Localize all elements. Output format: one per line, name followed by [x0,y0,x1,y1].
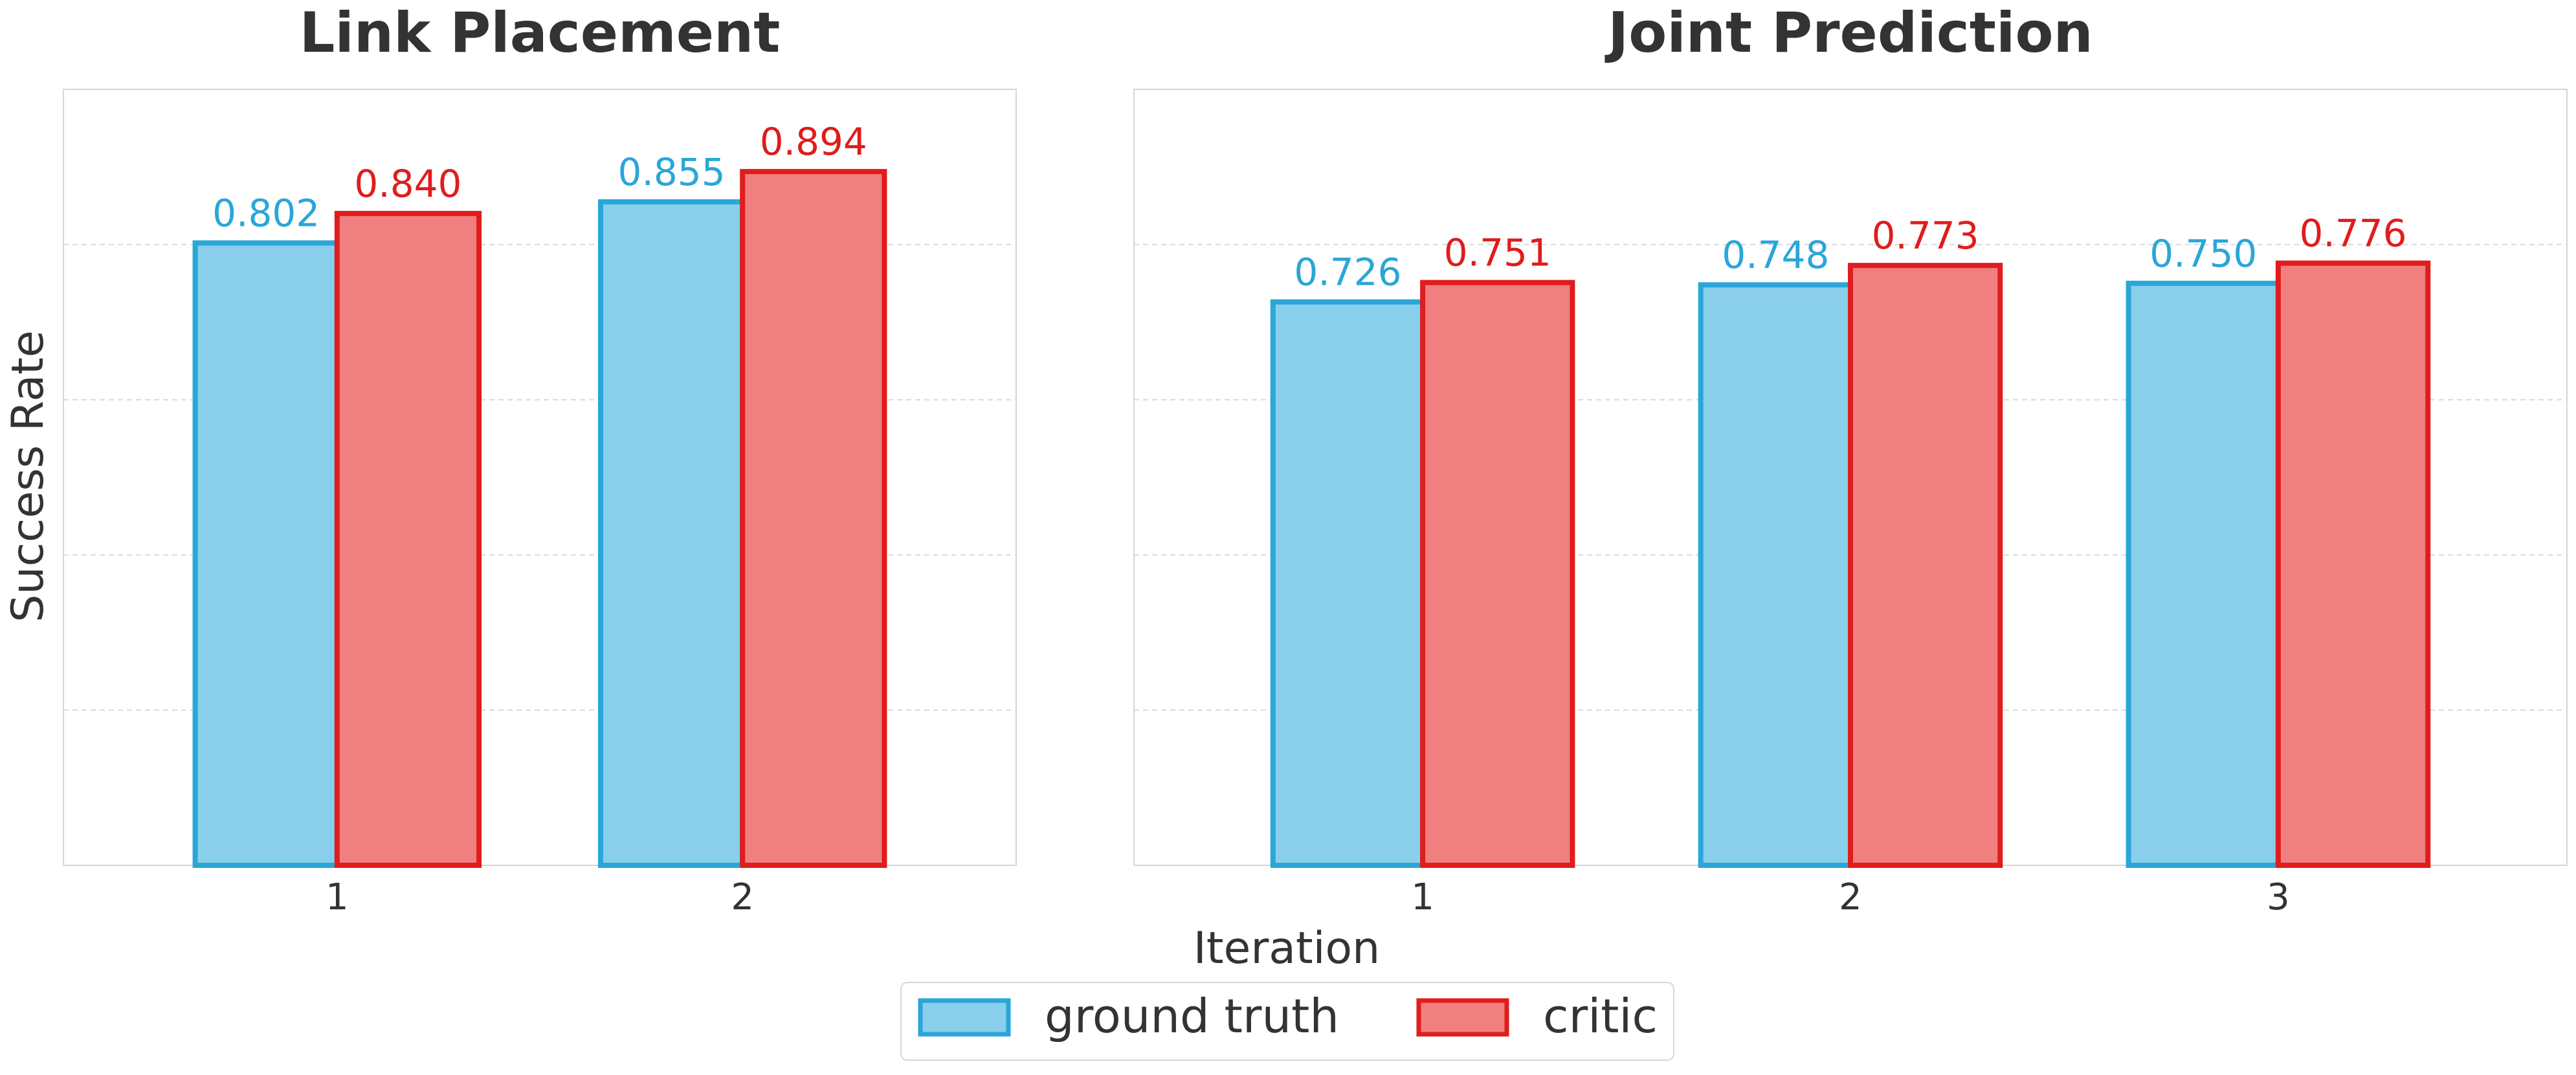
bar-critic-iter-3 [2275,260,2431,868]
data-label-ground-truth-iter-2: 0.748 [1722,233,1829,277]
x-axis-label: Iteration [1194,923,1380,974]
chart-panel-joint-prediction: Joint Prediction 0.726 0.751 1 0.748 0.773 2 0.… [1133,1,2568,918]
data-label-ground-truth-iter-2: 0.855 [618,150,726,194]
x-tick-label: 2 [1839,876,1862,918]
data-label-critic-iter-2: 0.773 [1872,214,1979,258]
x-tick-label: 1 [1411,876,1434,918]
data-label-critic-iter-1: 0.751 [1444,231,1551,275]
legend-label-critic: critic [1543,989,1658,1043]
bar-critic-iter-2 [1848,263,2003,869]
legend: ground truth critic [900,982,1674,1061]
chart-title: Link Placement [300,1,781,65]
bar-critic-iter-1 [334,210,482,868]
data-label-critic-iter-1: 0.840 [354,162,461,206]
bar-ground-truth-iter-3 [2126,280,2281,868]
legend-swatch-ground-truth [918,998,1011,1037]
data-label-critic-iter-2: 0.894 [760,120,867,164]
bar-critic-iter-2 [740,169,887,868]
chart-panel-link-placement: Link Placement 0.802 0.840 1 0.855 0.894 2 [63,1,1017,918]
legend-label-ground-truth: ground truth [1045,989,1339,1043]
data-label-ground-truth-iter-3: 0.750 [2149,232,2257,276]
x-tick-label: 3 [2267,876,2290,918]
bar-ground-truth-iter-2 [1698,282,1853,868]
bar-critic-iter-1 [1420,280,1575,868]
chart-title: Joint Prediction [1604,1,2093,65]
bar-ground-truth-iter-1 [192,240,340,869]
data-label-ground-truth-iter-1: 0.802 [212,191,320,235]
y-axis-label: Success Rate [3,330,54,622]
x-tick-label: 1 [326,876,349,918]
x-tick-label: 2 [731,876,754,918]
bar-ground-truth-iter-1 [1270,299,1426,868]
legend-swatch-critic [1416,998,1509,1037]
data-label-critic-iter-3: 0.776 [2300,212,2407,256]
data-label-ground-truth-iter-1: 0.726 [1294,250,1401,294]
bar-ground-truth-iter-2 [597,199,746,869]
